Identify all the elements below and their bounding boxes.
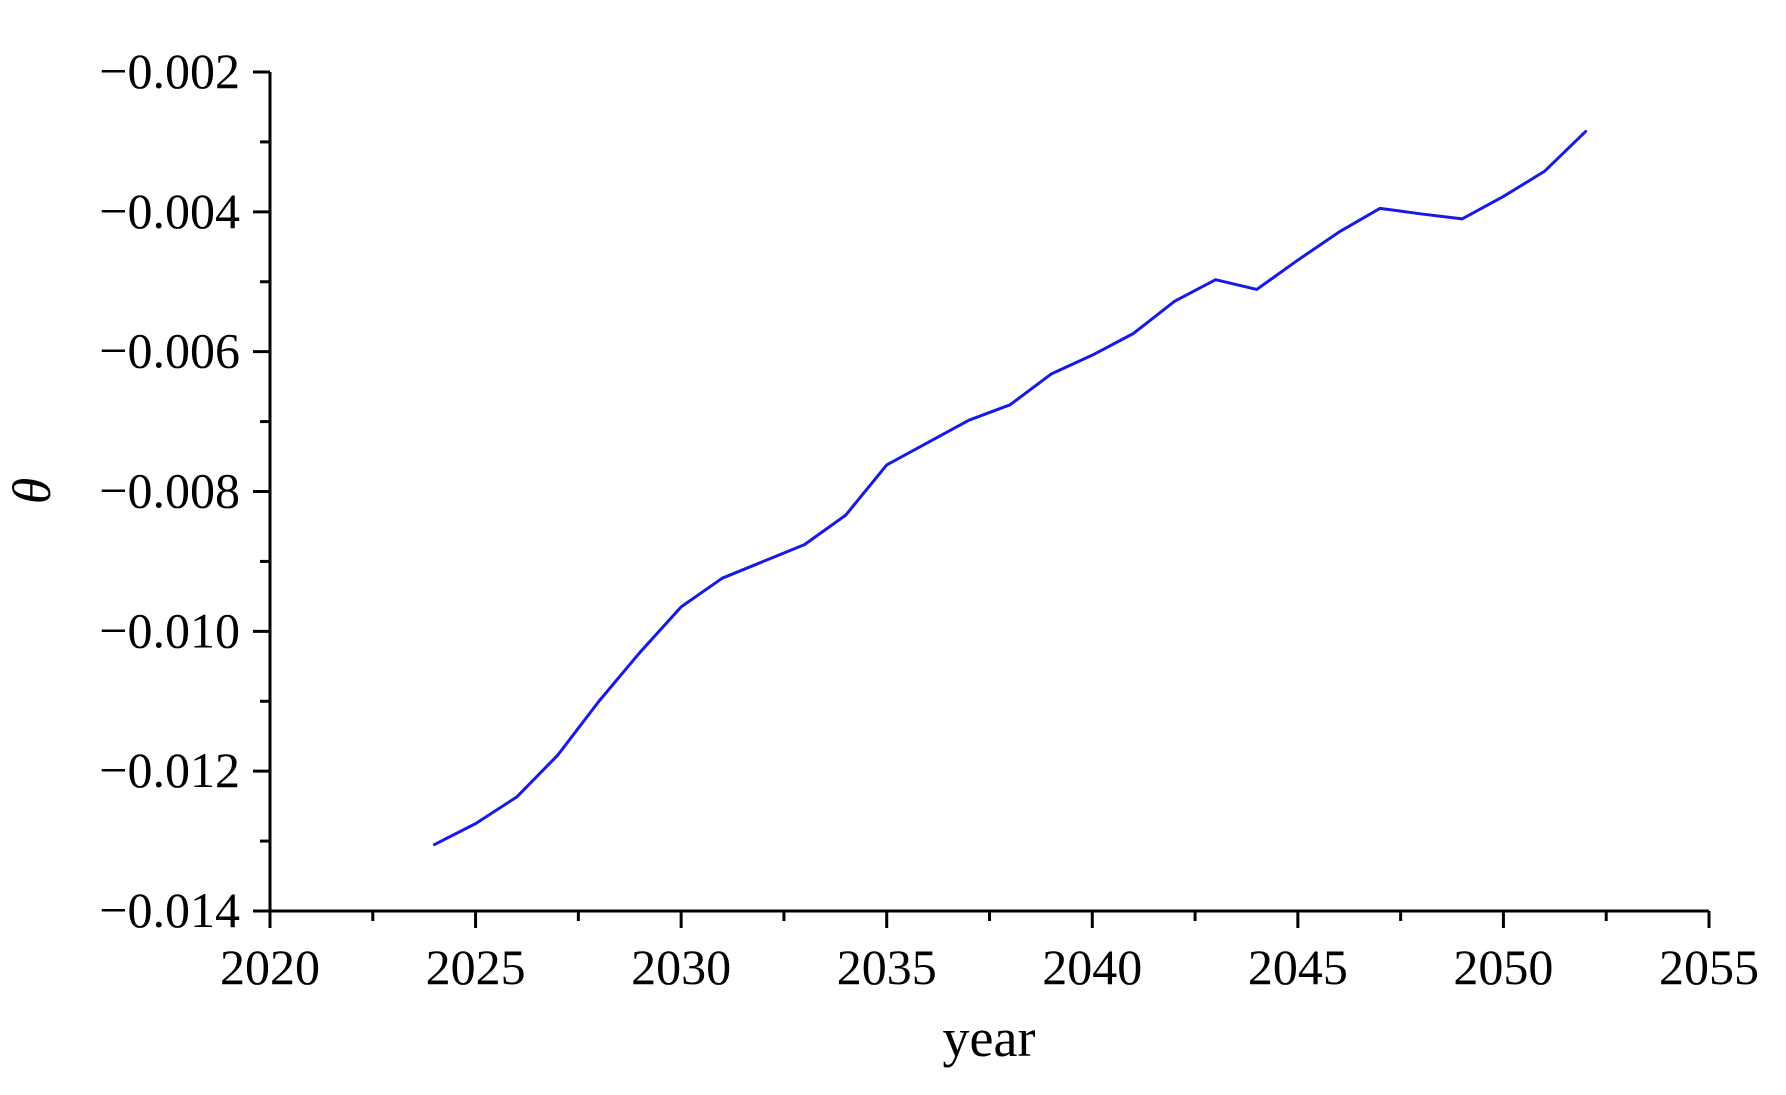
y-tick-label: −0.006 [99,323,240,379]
y-axis-title: θ [2,478,62,505]
x-tick-label: 2020 [220,939,320,995]
axis-frame [268,72,1709,913]
y-tick-label: −0.008 [99,463,240,519]
x-tick-label: 2025 [426,939,526,995]
x-tick-label: 2030 [631,939,731,995]
y-tick-label: −0.014 [99,882,240,938]
y-tick-label: −0.004 [99,183,240,239]
x-tick-label: 2055 [1659,939,1759,995]
y-major-ticks [253,70,270,913]
x-axis-title: year [943,1008,1036,1068]
x-tick-labels: 2020 2025 2030 2035 2040 2045 2050 2055 [220,939,1759,995]
y-tick-labels: −0.002 −0.004 −0.006 −0.008 −0.010 −0.012 −0.0… [99,43,240,938]
theta-series-line [432,129,1588,847]
y-minor-ticks [260,140,270,843]
x-tick-label: 2040 [1042,939,1142,995]
x-tick-label: 2050 [1453,939,1553,995]
y-tick-label: −0.010 [99,602,240,658]
y-tick-label: −0.002 [99,43,240,99]
x-minor-ticks [371,911,1608,921]
y-tick-label: −0.012 [99,742,240,798]
x-tick-label: 2035 [837,939,937,995]
x-major-ticks [268,911,1711,928]
x-tick-label: 2045 [1248,939,1348,995]
axes [268,72,1709,913]
